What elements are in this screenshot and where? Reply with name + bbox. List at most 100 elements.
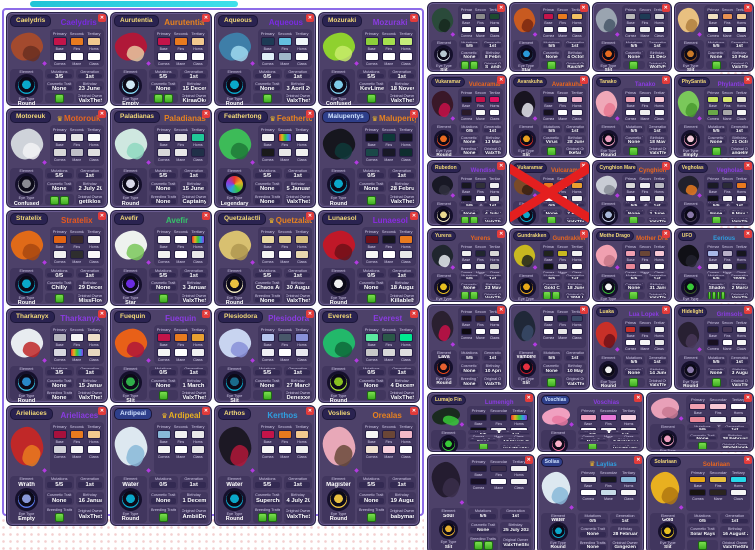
- creature-card[interactable]: ✕VegholasVegholas◆PrimarySecondaryTertia…: [673, 160, 754, 226]
- close-icon[interactable]: ✕: [98, 14, 106, 22]
- close-icon[interactable]: ✕: [497, 4, 506, 12]
- swatch-cell: Cornea: [460, 26, 472, 38]
- close-icon[interactable]: ✕: [306, 110, 314, 118]
- close-icon[interactable]: ✕: [202, 407, 210, 415]
- creature-card[interactable]: ✕YurensYurens◆PrimarySecondaryTertiaryBa…: [427, 228, 508, 302]
- creature-card[interactable]: ✕◆PrimarySecondaryTertiaryBaseFinsHornsC…: [591, 2, 672, 72]
- close-icon[interactable]: ✕: [202, 310, 210, 318]
- creature-card[interactable]: ✕VukaramarVulcaramar◆PrimarySecondaryTer…: [427, 74, 508, 158]
- close-icon[interactable]: ✕: [410, 14, 418, 22]
- close-icon[interactable]: ✕: [524, 456, 533, 464]
- creature-card[interactable]: ✕GundrakkenGundrakken◆PrimarySecondaryTe…: [509, 228, 590, 302]
- close-icon[interactable]: ✕: [306, 14, 314, 22]
- close-icon[interactable]: ✕: [579, 230, 588, 238]
- creature-card[interactable]: ✕◆PrimarySecondaryTertiaryBaseFinsHornsC…: [509, 304, 590, 390]
- close-icon[interactable]: ✕: [98, 110, 106, 118]
- creature-card[interactable]: ✕◆PrimarySecondaryTertiaryBaseFinsHornsC…: [427, 304, 508, 390]
- creature-card[interactable]: ✕UFOEerious◆PrimarySecondaryTertiaryBase…: [673, 228, 754, 302]
- close-icon[interactable]: ✕: [410, 407, 418, 415]
- close-icon[interactable]: ✕: [634, 456, 643, 464]
- close-icon[interactable]: ✕: [524, 394, 533, 402]
- creature-card[interactable]: ✕TharkanyxTharkanyx◆PrimarySecondaryTert…: [6, 308, 108, 403]
- close-icon[interactable]: ✕: [744, 456, 753, 464]
- creature-card[interactable]: ✕LunaesolLunaesol◆PrimarySecondaryTertia…: [318, 210, 420, 306]
- creature-card[interactable]: ✕◆PrimarySecondaryTertiaryBaseFinsHornsC…: [673, 2, 754, 72]
- creature-card[interactable]: ✕AurutentiaAurutentia◆PrimarySecondaryTe…: [110, 12, 212, 106]
- close-icon[interactable]: ✕: [497, 230, 506, 238]
- close-icon[interactable]: ✕: [634, 394, 643, 402]
- close-icon[interactable]: ✕: [202, 110, 210, 118]
- close-icon[interactable]: ✕: [202, 14, 210, 22]
- close-icon[interactable]: ✕: [661, 162, 670, 170]
- close-icon[interactable]: ✕: [306, 407, 314, 415]
- creature-card[interactable]: ✕ Solias ♛Laylias ◆ Primary Secondary Tertiary…: [536, 454, 645, 550]
- creature-card[interactable]: ✕MozurakiMozuraki◆PrimarySecondaryTertia…: [318, 12, 420, 106]
- close-icon[interactable]: ✕: [579, 76, 588, 84]
- close-icon[interactable]: ✕: [497, 306, 506, 314]
- close-icon[interactable]: ✕: [497, 162, 506, 170]
- close-icon[interactable]: ✕: [410, 110, 418, 118]
- close-icon[interactable]: ✕: [661, 306, 670, 314]
- creature-card[interactable]: ✕ Lumajo Fin Lumenigh ◆ Primary Secondary Tert…: [427, 392, 535, 452]
- creature-card[interactable]: ✕Malupentys♛Malupentys◆PrimarySecondaryT…: [318, 108, 420, 208]
- creature-card[interactable]: ✕ArieliacesArieliaces◆PrimarySecondaryTe…: [6, 405, 108, 526]
- close-icon[interactable]: ✕: [306, 310, 314, 318]
- close-icon[interactable]: ✕: [98, 212, 106, 220]
- close-icon[interactable]: ✕: [744, 162, 752, 170]
- close-icon[interactable]: ✕: [744, 4, 752, 12]
- close-icon[interactable]: ✕: [579, 4, 588, 12]
- creature-card[interactable]: ✕AvarakuhaAvarakuha◆PrimarySecondaryTert…: [509, 74, 590, 158]
- creature-card[interactable]: ✕Ardipeal♛Ardipeal◆PrimarySecondaryTerti…: [110, 405, 212, 526]
- close-icon[interactable]: ✕: [744, 394, 753, 402]
- close-icon[interactable]: ✕: [98, 407, 106, 415]
- swatch-cell: Base: [460, 182, 472, 194]
- close-icon[interactable]: ✕: [410, 310, 418, 318]
- creature-card[interactable]: ✕ Solariaan Solariaan ◆ Primary Secondary Tert…: [646, 454, 755, 550]
- close-icon[interactable]: ✕: [306, 212, 314, 220]
- close-icon[interactable]: ✕: [744, 230, 752, 238]
- creature-card[interactable]: ✕Feathertong♛Feathertong◆PrimarySecondar…: [214, 108, 316, 208]
- close-icon[interactable]: ✕: [98, 310, 106, 318]
- close-icon[interactable]: ✕: [744, 306, 752, 314]
- close-icon[interactable]: ✕: [579, 306, 588, 314]
- creature-card[interactable]: ✕HidelightGrimsols◆PrimarySecondaryTerti…: [673, 304, 754, 390]
- close-icon[interactable]: ✕: [579, 162, 588, 170]
- creature-card[interactable]: ✕PlesiodoraPlesiodora◆PrimarySecondaryTe…: [214, 308, 316, 403]
- creature-card[interactable]: ✕FuequinFuequin◆PrimarySecondaryTertiary…: [110, 308, 212, 403]
- creature-card[interactable]: ✕PhySantiaPhylantia◆PrimarySecondaryTert…: [673, 74, 754, 158]
- creature-card[interactable]: ✕AqueousAqueous◆PrimarySecondaryTertiary…: [214, 12, 316, 106]
- creature-card[interactable]: ✕VukaramarVulcaramar◆PrimarySecondaryTer…: [509, 160, 590, 226]
- close-icon[interactable]: ✕: [661, 230, 670, 238]
- creature-card[interactable]: ✕◆PrimarySecondaryTertiaryBaseFinsHornsC…: [646, 392, 755, 452]
- close-icon[interactable]: ✕: [202, 212, 210, 220]
- creature-card[interactable]: ✕StratelixStratelix◆PrimarySecondaryTert…: [6, 210, 108, 306]
- creature-card[interactable]: ✕Motoreuk♛Motorouk◆PrimarySecondaryTerti…: [6, 108, 108, 208]
- creature-card[interactable]: ✕TanakoTanako◆PrimarySecondaryTertiaryBa…: [591, 74, 672, 158]
- creature-card[interactable]: ✕◆PrimarySecondaryTertiaryBaseFinsHornsC…: [509, 2, 590, 72]
- creature-card[interactable]: ✕ArthosKerthos◆PrimarySecondaryTertiaryB…: [214, 405, 316, 526]
- creature-card[interactable]: ✕CaelydrisCaelydris◆PrimarySecondaryTert…: [6, 12, 108, 106]
- creature-card[interactable]: ✕RubedonWendise◆PrimarySecondaryTertiary…: [427, 160, 508, 226]
- stat-original-owner-value: ValxTheShifter: [484, 150, 502, 154]
- close-icon[interactable]: ✕: [744, 76, 752, 84]
- creature-card[interactable]: ✕AvefirAvefir◆PrimarySecondaryTertiaryBa…: [110, 210, 212, 306]
- creature-card[interactable]: ✕PaladianasPaladianas◆PrimarySecondaryTe…: [110, 108, 212, 208]
- close-icon[interactable]: ✕: [410, 212, 418, 220]
- creature-card[interactable]: ✕Quetzalactli♛Quetzalactli◆PrimarySecond…: [214, 210, 316, 306]
- stat-cosmetic-trait-label: Cosmetic Trait: [151, 281, 176, 285]
- stat-birthday-value: 25 July 2023: [502, 527, 529, 533]
- creature-card[interactable]: ✕ Voschias Voschias ◆ Primary Secondary Tertia…: [536, 392, 645, 452]
- creature-card[interactable]: ✕VosliesOrealas◆PrimarySecondaryTertiary…: [318, 405, 420, 526]
- creature-card[interactable]: ✕EverestEverest◆PrimarySecondaryTertiary…: [318, 308, 420, 403]
- creature-card[interactable]: ✕◆PrimarySecondaryTertiaryBaseFinsHornsC…: [427, 2, 508, 72]
- close-icon[interactable]: ✕: [661, 4, 670, 12]
- close-icon[interactable]: ✕: [497, 76, 506, 84]
- close-icon[interactable]: ✕: [661, 76, 670, 84]
